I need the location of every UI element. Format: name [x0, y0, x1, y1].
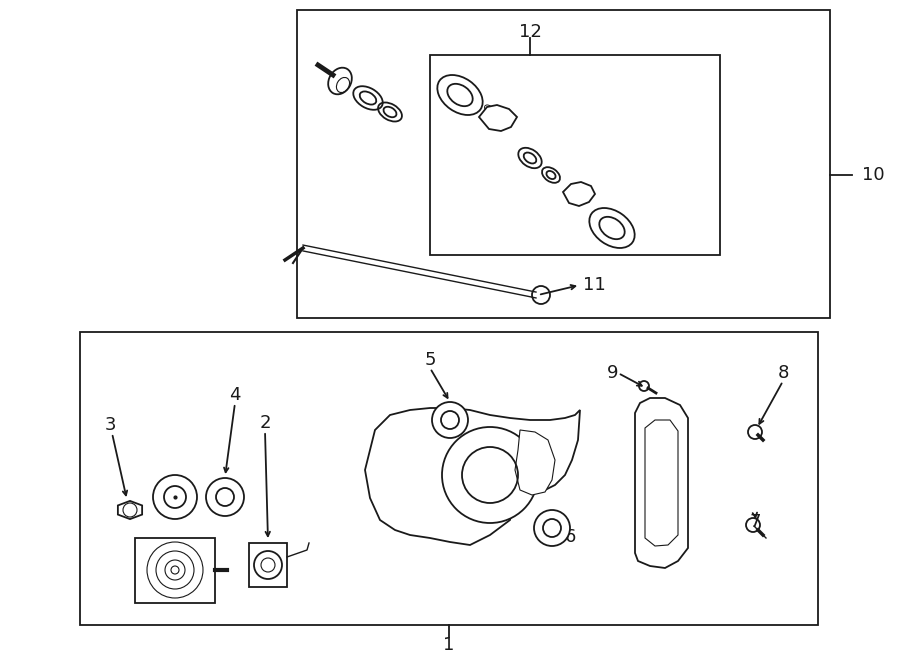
- Text: 3: 3: [104, 416, 116, 434]
- Ellipse shape: [534, 510, 570, 546]
- Polygon shape: [515, 430, 555, 495]
- Circle shape: [639, 381, 649, 391]
- Text: 2: 2: [259, 414, 271, 432]
- Polygon shape: [645, 420, 678, 546]
- Text: 4: 4: [230, 386, 241, 404]
- Polygon shape: [635, 398, 688, 568]
- Circle shape: [746, 518, 760, 532]
- Text: 12: 12: [518, 23, 542, 41]
- Polygon shape: [563, 182, 595, 206]
- Bar: [80, 332, 818, 625]
- Polygon shape: [118, 501, 142, 519]
- Ellipse shape: [432, 402, 468, 438]
- Text: 5: 5: [424, 351, 436, 369]
- Text: 1: 1: [444, 636, 454, 654]
- Polygon shape: [479, 105, 517, 131]
- Text: 6: 6: [564, 528, 576, 546]
- Text: 9: 9: [607, 364, 618, 382]
- Bar: [135, 538, 215, 603]
- Circle shape: [748, 425, 762, 439]
- Polygon shape: [365, 408, 580, 545]
- Text: 7: 7: [749, 513, 760, 531]
- Text: 10: 10: [862, 166, 885, 184]
- Bar: [430, 55, 720, 255]
- Text: 11: 11: [583, 276, 606, 294]
- Text: 8: 8: [778, 364, 788, 382]
- Circle shape: [442, 427, 538, 523]
- Bar: [297, 10, 830, 318]
- Bar: [249, 543, 287, 587]
